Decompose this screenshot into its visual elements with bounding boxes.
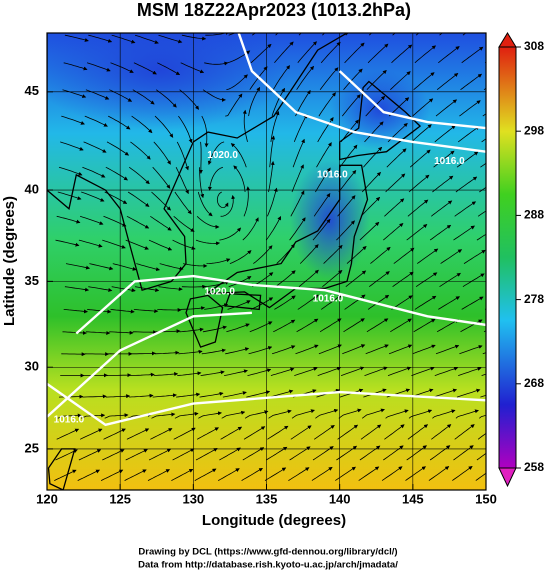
y-tick-label: 30 [25,359,39,374]
colorbar-tick-label: 268 [524,376,544,390]
colorbar-tick-label: 278 [524,292,544,306]
colorbar-tick-label: 298 [524,123,544,137]
y-tick-label: 25 [25,440,39,455]
x-tick-label: 120 [36,491,58,506]
y-tick-label: 45 [25,83,39,98]
streamline [486,20,507,35]
x-tick-label: 125 [109,491,131,506]
isobar-label: 1016.0 [54,415,85,426]
plot-area: 1020.0 1016.0 1020.0 1016.0 1016.0 1016.0 [30,10,509,490]
x-tick-label: 135 [256,491,278,506]
isobar-label: 1020.0 [207,150,238,161]
colorbar-body [499,47,516,468]
colorbar-tick-label: 288 [524,208,544,222]
colorbar-extend-top [499,33,516,47]
y-axis-label: Latitude (degrees) [1,196,18,326]
isobar-label: 1016.0 [434,156,465,167]
x-tick-label: 145 [402,491,424,506]
x-axis-label: Longitude (degrees) [202,512,346,529]
colorbar-extend-bottom [499,468,516,486]
colorbar-tick-label: 308 [524,39,544,53]
x-tick-label: 130 [182,491,204,506]
footer: Drawing by DCL (https://www.gfd-dennou.o… [138,547,397,558]
x-tick-label: 140 [329,491,351,506]
colorbar: 258 268 278 288 298 308 [499,33,544,486]
colorbar-tick-label: 258 [524,460,544,474]
x-tick-label: 150 [475,491,497,506]
footer: Data from http://database.rish.kyoto-u.a… [138,560,398,571]
y-tick-label: 35 [25,273,39,288]
isobar-label: 1016.0 [317,169,348,180]
title: MSM 18Z22Apr2023 (1013.2hPa) [137,0,411,20]
isobar-label: 1016.0 [313,294,344,305]
isobar-label: 1020.0 [204,287,235,298]
y-tick-label: 40 [25,181,39,196]
